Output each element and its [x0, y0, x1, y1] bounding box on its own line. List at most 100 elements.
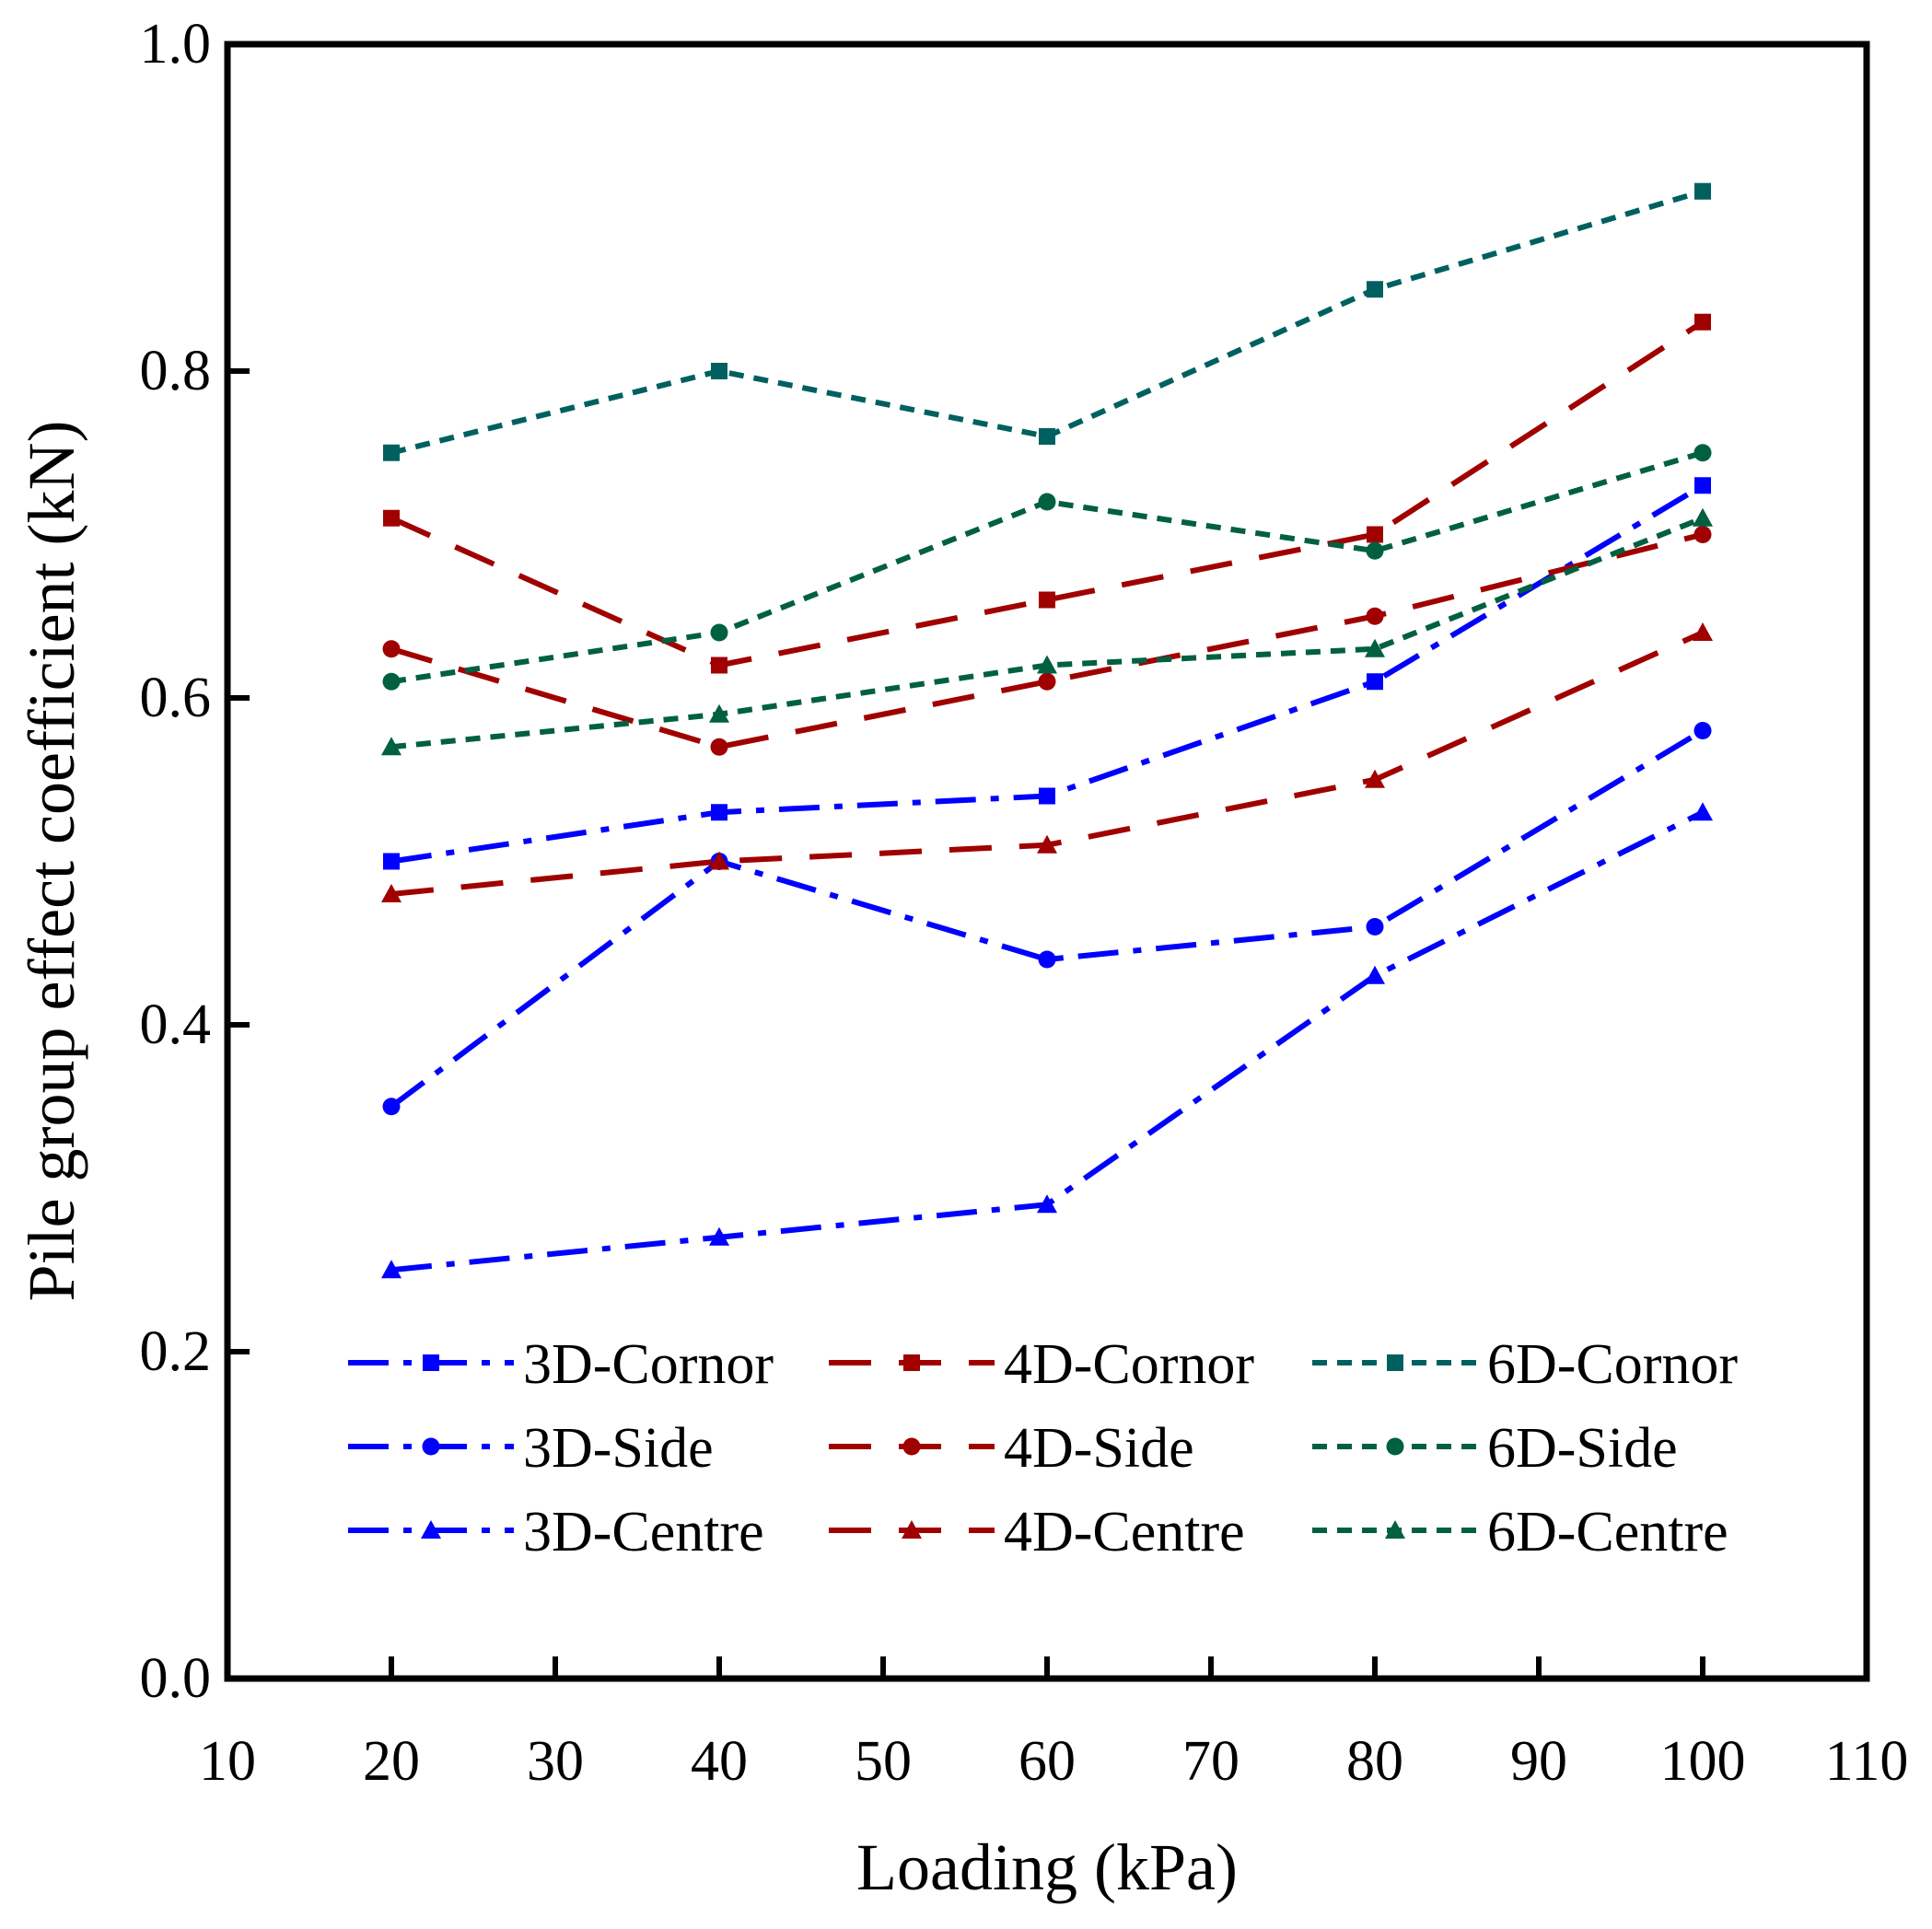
data-point	[1367, 526, 1383, 543]
data-point	[1366, 541, 1384, 560]
legend-label: 4D-Side	[1004, 1417, 1194, 1480]
data-point	[1694, 313, 1711, 331]
series-3d-cornor	[383, 477, 1711, 870]
legend-swatch-marker	[421, 1520, 441, 1539]
data-point	[709, 1226, 729, 1246]
x-tick-label: 10	[199, 1730, 256, 1793]
data-point	[1365, 769, 1385, 788]
y-tick-label: 1.0	[140, 13, 212, 76]
legend-entry-3d-centre: 3D-Centre	[348, 1501, 764, 1563]
data-point	[1038, 493, 1056, 511]
legend: 3D-Cornor 3D-Side 3D-Centre 4D-Cornor 4D-Sid…	[348, 1333, 1738, 1563]
x-tick-label: 100	[1660, 1730, 1746, 1793]
y-tick-label: 0.4	[140, 994, 212, 1056]
data-point	[1365, 638, 1385, 657]
legend-swatch-marker	[423, 1354, 439, 1371]
data-point	[381, 1260, 402, 1279]
series-3d-centre	[381, 802, 1713, 1279]
data-point	[1039, 428, 1055, 445]
series-line	[390, 727, 1705, 1110]
x-tick-label: 50	[855, 1730, 912, 1793]
series-line	[390, 531, 1704, 750]
legend-swatch-marker	[1386, 1437, 1404, 1456]
legend-swatch-marker	[422, 1437, 440, 1456]
legend-label: 3D-Centre	[523, 1501, 764, 1563]
series-layer	[381, 182, 1713, 1279]
data-point	[710, 623, 728, 642]
y-tick-label: 0.2	[140, 1320, 212, 1383]
series-4d-centre	[381, 622, 1713, 902]
legend-entry-6d-cornor: 6D-Cornor	[1312, 1333, 1738, 1396]
data-point	[383, 444, 400, 461]
y-tick-label: 0.8	[140, 340, 212, 402]
x-tick-label: 40	[691, 1730, 748, 1793]
series-4d-side	[382, 526, 1712, 756]
legend-label: 3D-Side	[523, 1417, 714, 1480]
legend-label: 4D-Centre	[1004, 1501, 1245, 1563]
series-6d-cornor	[383, 182, 1711, 461]
data-point	[1037, 834, 1057, 854]
data-point	[710, 738, 728, 756]
x-tick-label: 60	[1018, 1730, 1076, 1793]
tick-layer: 10 20 30 40 50 60 70 80 90 100 110 0.0 0.2 0.4 0.6 0.8 1…	[140, 13, 1909, 1793]
data-point	[1694, 182, 1711, 200]
data-point	[709, 851, 729, 870]
data-point	[711, 804, 727, 821]
legend-entry-4d-side: 4D-Side	[829, 1417, 1194, 1480]
legend-entry-3d-side: 3D-Side	[348, 1417, 714, 1480]
data-point	[1037, 1194, 1057, 1214]
data-point	[1693, 507, 1713, 527]
data-point	[1037, 655, 1057, 674]
legend-entry-4d-cornor: 4D-Cornor	[829, 1333, 1254, 1396]
data-point	[1367, 673, 1383, 691]
legend-label: 3D-Cornor	[523, 1333, 774, 1396]
x-tick-label: 20	[363, 1730, 420, 1793]
legend-label: 6D-Centre	[1487, 1501, 1728, 1563]
y-tick-label: 0.6	[140, 667, 212, 729]
legend-label: 6D-Cornor	[1487, 1333, 1738, 1396]
legend-entry-6d-side: 6D-Side	[1312, 1417, 1678, 1480]
data-point	[1693, 526, 1712, 543]
data-point	[711, 657, 727, 674]
data-point	[382, 672, 401, 691]
series-4d-cornor	[383, 313, 1711, 674]
legend-swatch-marker	[902, 1437, 921, 1456]
y-tick-label: 0.0	[140, 1647, 212, 1710]
data-point	[1693, 802, 1713, 821]
x-axis-title: Loading (kPa)	[856, 1830, 1238, 1904]
series-line	[390, 515, 1705, 750]
data-point	[1694, 477, 1711, 494]
data-point	[1365, 965, 1385, 984]
legend-swatch-marker	[902, 1520, 922, 1539]
series-6d-side	[382, 444, 1712, 691]
x-tick-label: 90	[1510, 1730, 1567, 1793]
legend-entry-6d-centre: 6D-Centre	[1312, 1501, 1728, 1563]
x-tick-label: 110	[1825, 1730, 1909, 1793]
data-point	[381, 884, 402, 902]
y-axis-title: Pile group effect coefficient (kN)	[15, 421, 88, 1302]
data-point	[1038, 950, 1056, 969]
data-point	[1693, 444, 1712, 462]
data-point	[383, 853, 400, 870]
data-point	[1693, 722, 1712, 739]
data-point	[1693, 622, 1713, 641]
series-6d-centre	[381, 507, 1713, 756]
data-point	[1038, 672, 1056, 691]
data-point	[383, 509, 400, 527]
x-tick-label: 30	[527, 1730, 584, 1793]
data-point	[711, 363, 727, 379]
data-point	[1039, 591, 1055, 609]
legend-label: 4D-Cornor	[1004, 1333, 1254, 1396]
series-line	[390, 449, 1704, 685]
x-tick-label: 70	[1182, 1730, 1240, 1793]
data-point	[1366, 918, 1384, 935]
data-point	[1366, 607, 1384, 625]
data-point	[1367, 281, 1383, 298]
legend-swatch-marker	[1387, 1354, 1403, 1371]
legend-swatch-marker	[1385, 1520, 1405, 1539]
data-point	[1039, 787, 1055, 805]
series-line	[390, 188, 1704, 456]
data-point	[381, 737, 402, 756]
